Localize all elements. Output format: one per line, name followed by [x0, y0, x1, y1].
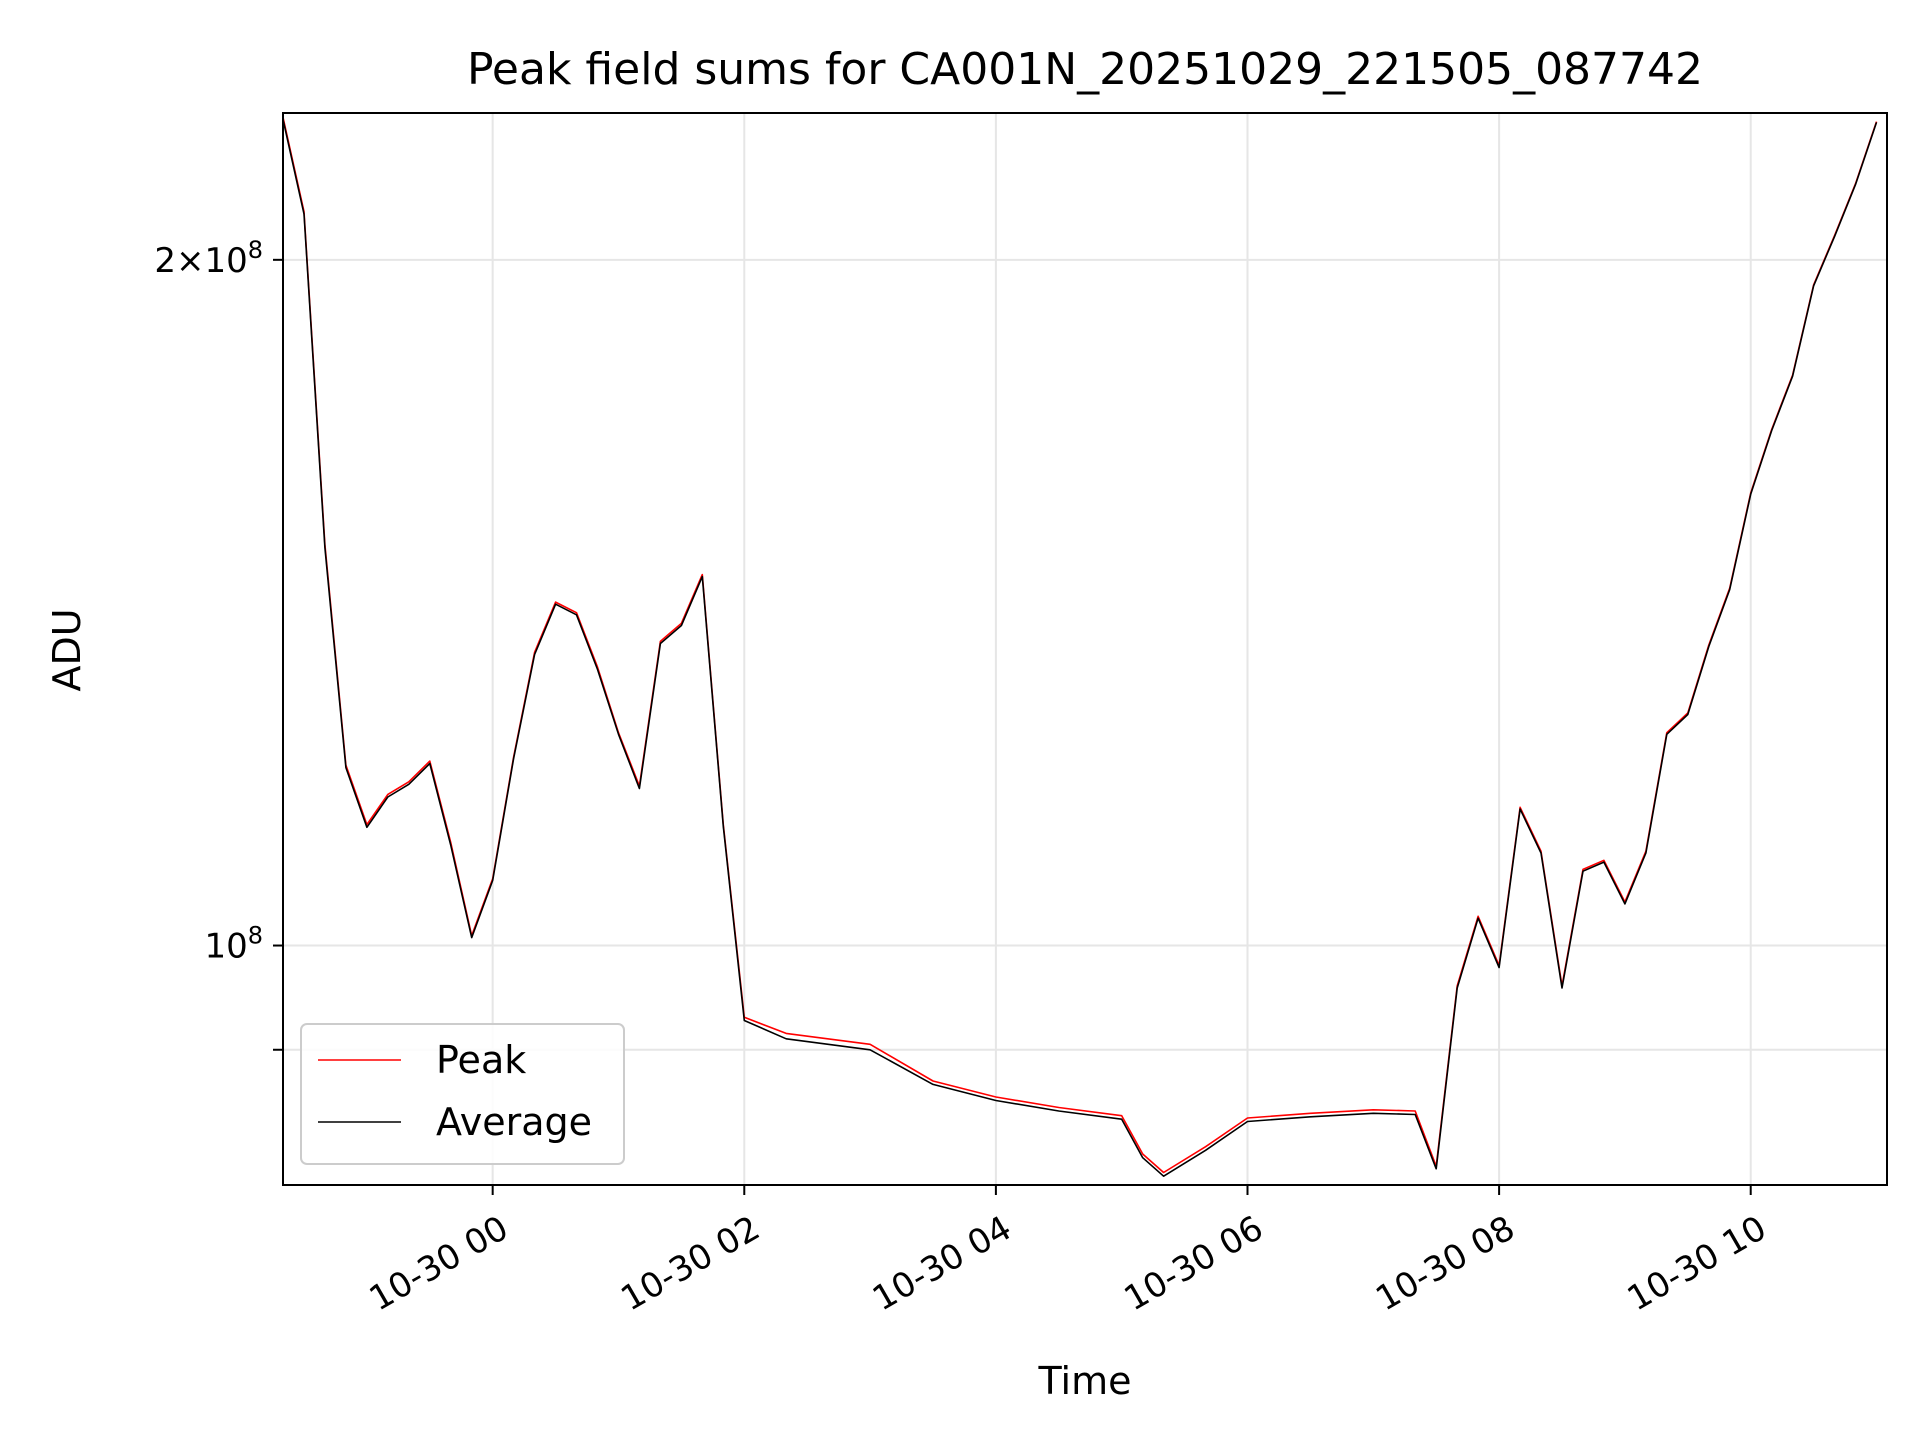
grid-lines: [283, 113, 1887, 1185]
series-line-peak: [282, 117, 1878, 1174]
plot-area-frame: [282, 112, 1888, 1186]
x-tick-label: 10-30 04: [866, 1208, 1018, 1319]
legend: Peak Average: [300, 1023, 625, 1165]
x-tick-label: 10-30 10: [1621, 1208, 1773, 1319]
legend-box: [300, 1023, 625, 1165]
legend-label-average: Average: [436, 1100, 592, 1144]
y-axis-ticks: 2×108 108: [154, 236, 283, 1051]
chart-title: Peak field sums for CA001N_20251029_2215…: [467, 44, 1703, 95]
x-axis-ticks: 10-30 00 10-30 02 10-30 04 10-30 06 10-30 08…: [363, 1185, 1773, 1319]
y-tick-label: 2×108: [154, 236, 263, 281]
x-tick-label: 10-30 02: [614, 1208, 766, 1319]
x-tick-label: 10-30 06: [1118, 1208, 1270, 1319]
y-tick-label: 108: [204, 922, 263, 967]
x-axis-label: Time: [1038, 1359, 1132, 1403]
x-tick-label: 10-30 00: [363, 1208, 515, 1319]
y-axis-label: ADU: [45, 608, 89, 691]
x-tick-label: 10-30 08: [1369, 1208, 1521, 1319]
legend-label-peak: Peak: [436, 1038, 526, 1082]
series-layer: [282, 117, 1878, 1177]
series-line-average: [282, 119, 1878, 1177]
